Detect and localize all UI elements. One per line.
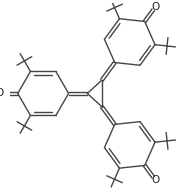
Text: O: O <box>151 2 160 11</box>
Text: O: O <box>0 88 4 98</box>
Text: O: O <box>151 175 160 185</box>
